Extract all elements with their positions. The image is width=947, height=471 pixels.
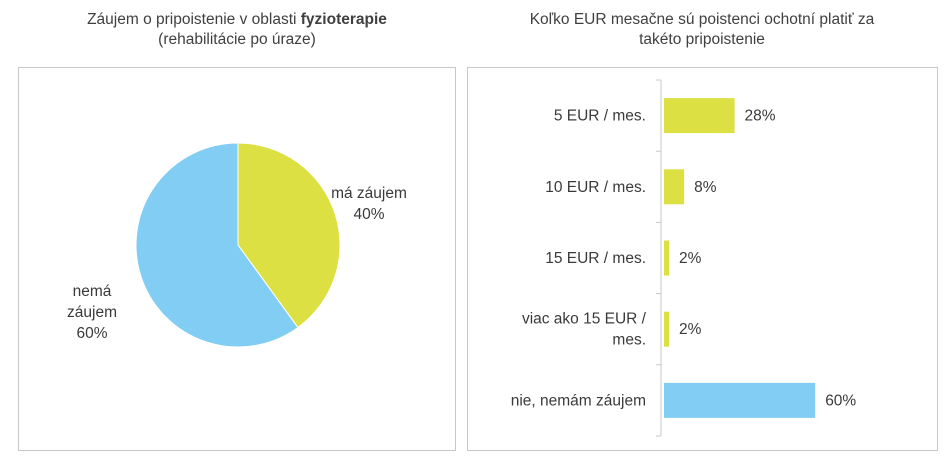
bar-value-label: 28%: [745, 108, 776, 125]
bar-value-label: 2%: [679, 250, 702, 267]
bar: [664, 311, 670, 347]
category-label: nie, nemám záujem: [511, 392, 646, 409]
pie-title-bold: fyzioterapie: [300, 11, 387, 28]
pie-chart-subtitle: (rehabilitácie po úraze): [158, 31, 316, 48]
pie-slice: [237, 142, 341, 329]
pie-chart-title: Záujem o pripoistenie v oblasti fyzioter…: [18, 10, 456, 50]
bar-chart: 5 EUR / mes. 28% 10 EUR / mes. 8% 15 EUR / m…: [511, 79, 856, 437]
category-label: 15 EUR / mes.: [545, 250, 646, 267]
bar-value-label: 8%: [694, 179, 717, 196]
bar-value-label: 2%: [679, 321, 702, 338]
pie-chart: má záujem 40% nemá záujem 60%: [67, 142, 407, 348]
bar: [664, 98, 735, 134]
pie-slice-label: má záujem 40%: [331, 185, 407, 223]
bar-chart-title-line-2: takéto pripoistenie: [639, 31, 765, 48]
pie-title-plain: Záujem o pripoistenie v oblasti: [87, 11, 301, 28]
bar: [664, 382, 816, 418]
bar: [664, 240, 670, 276]
pie-chart-title-line: Záujem o pripoistenie v oblasti fyzioter…: [18, 10, 456, 30]
bar-chart-title-line-1: Koľko EUR mesačne sú poistenci ochotní p…: [529, 11, 875, 28]
pie-slice-label: nemá záujem 60%: [67, 283, 117, 342]
bar-chart-title: Koľko EUR mesačne sú poistenci ochotní p…: [467, 10, 937, 50]
bar: [664, 169, 685, 205]
bar-value-label: 60%: [825, 392, 856, 409]
pie-slice: [135, 142, 299, 348]
category-label: 5 EUR / mes.: [554, 108, 646, 125]
category-label: 10 EUR / mes.: [545, 179, 646, 196]
pie-chart-panel: má záujem 40% nemá záujem 60%: [18, 67, 456, 451]
bar-chart-panel: 5 EUR / mes. 28% 10 EUR / mes. 8% 15 EUR / m…: [467, 67, 938, 451]
category-label: viac ako 15 EUR / mes.: [522, 311, 647, 349]
